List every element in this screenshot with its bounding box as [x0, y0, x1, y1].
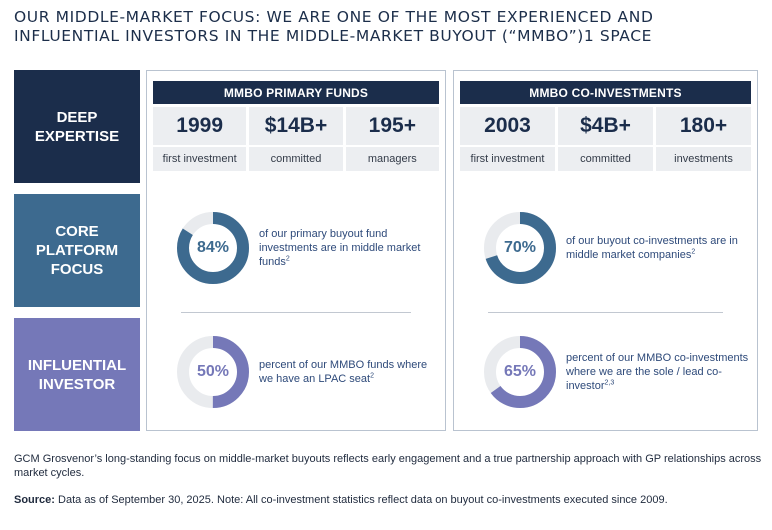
- row-label-core-platform-focus: CORE PLATFORM FOCUS: [14, 194, 140, 307]
- stat-value: 180+: [656, 107, 751, 145]
- source-text: Data as of September 30, 2025. Note: All…: [54, 494, 668, 506]
- donut-svg: [484, 336, 556, 408]
- row-label-line: DEEP: [56, 108, 98, 126]
- row-label-line: CORE: [55, 223, 99, 240]
- donut-svg: [484, 212, 556, 284]
- primary-funds-heading: MMBO PRIMARY FUNDS: [153, 81, 439, 104]
- donut-chart: 70%: [482, 210, 558, 286]
- stat-managers: 195+ managers: [345, 107, 439, 171]
- donut-arc: [484, 336, 556, 408]
- row-label-line: FOCUS: [50, 261, 104, 278]
- donut-description: of our primary buyout fund investments a…: [259, 198, 437, 298]
- stat-value: $14B+: [249, 107, 343, 145]
- stat-investments: 180+ investments: [656, 107, 751, 171]
- footnote-mark: 2: [285, 255, 290, 263]
- coinvest-stats: 2003 first investment $4B+ committed 180…: [460, 107, 751, 171]
- stat-value: $4B+: [558, 107, 653, 145]
- primary-donut-row-2: 50% percent of our MMBO funds where we h…: [147, 322, 445, 422]
- stat-label: committed: [249, 147, 343, 171]
- row-label-line: INFLUENTIAL: [27, 356, 127, 374]
- source-label: Source:: [14, 494, 55, 506]
- primary-stats: 1999 first investment $14B+ committed 19…: [153, 107, 439, 171]
- row-label-line: EXPERTISE: [34, 127, 120, 145]
- footnote-mark: 2: [370, 372, 374, 380]
- primary-funds-panel: MMBO PRIMARY FUNDS 1999 first investment…: [146, 70, 446, 431]
- donut-svg: [177, 212, 249, 284]
- donut-chart: 65%: [482, 334, 558, 410]
- page-title: OUR MIDDLE-MARKET FOCUS: WE ARE ONE OF T…: [14, 8, 654, 45]
- donut-arc: [177, 336, 249, 408]
- donut-svg: [177, 336, 249, 408]
- stat-first-investment: 1999 first investment: [153, 107, 247, 171]
- stat-label: first investment: [153, 147, 247, 171]
- donut-description: percent of our MMBO co-investments where…: [566, 322, 749, 422]
- stat-value: 2003: [460, 107, 555, 145]
- stat-label: investments: [656, 147, 751, 171]
- donut-desc-text: percent of our MMBO funds where we have …: [259, 359, 428, 385]
- stat-committed: $14B+ committed: [249, 107, 343, 171]
- footer-text: GCM Grosvenor’s long-standing focus on m…: [14, 453, 762, 479]
- donut-percent: 70%: [503, 239, 537, 256]
- donut-arc: [484, 212, 556, 284]
- donut-description: percent of our MMBO funds where we have …: [259, 322, 437, 422]
- co-investments-heading: MMBO CO-INVESTMENTS: [460, 81, 751, 104]
- donut-desc-text: percent of our MMBO co-investments where…: [566, 352, 749, 392]
- donut-percent: 50%: [196, 363, 230, 380]
- coinvest-donut-row-2: 65% percent of our MMBO co-investments w…: [454, 322, 757, 422]
- stat-value: 1999: [153, 107, 247, 145]
- donut-chart: 84%: [175, 210, 251, 286]
- row-label-line: PLATFORM: [35, 242, 119, 259]
- footnote-mark: 2,3: [604, 379, 615, 387]
- source-note: Source: Data as of September 30, 2025. N…: [14, 493, 766, 507]
- stat-label: first investment: [460, 147, 555, 171]
- donut-percent: 65%: [503, 363, 537, 380]
- co-investments-panel: MMBO CO-INVESTMENTS 2003 first investmen…: [453, 70, 758, 431]
- footnote-mark: 2: [691, 248, 696, 256]
- row-label-deep-expertise: DEEP EXPERTISE: [14, 70, 140, 183]
- stat-value: 195+: [345, 107, 439, 145]
- row-label-influential-investor: INFLUENTIAL INVESTOR: [14, 318, 140, 431]
- donut-desc-text: of our buyout co-investments are in midd…: [566, 235, 738, 261]
- stat-label: managers: [345, 147, 439, 171]
- donut-percent: 84%: [196, 239, 230, 256]
- divider: [488, 312, 723, 313]
- stat-committed: $4B+ committed: [558, 107, 653, 171]
- stat-label: committed: [558, 147, 653, 171]
- primary-donut-row-1: 84% of our primary buyout fund investmen…: [147, 198, 445, 298]
- divider: [181, 312, 411, 313]
- donut-chart: 50%: [175, 334, 251, 410]
- stat-first-investment: 2003 first investment: [460, 107, 555, 171]
- coinvest-donut-row-1: 70% of our buyout co-investments are in …: [454, 198, 757, 298]
- row-label-line: INVESTOR: [38, 375, 116, 393]
- donut-desc-text: of our primary buyout fund investments a…: [259, 228, 421, 268]
- donut-description: of our buyout co-investments are in midd…: [566, 198, 749, 298]
- donut-arc: [177, 212, 249, 284]
